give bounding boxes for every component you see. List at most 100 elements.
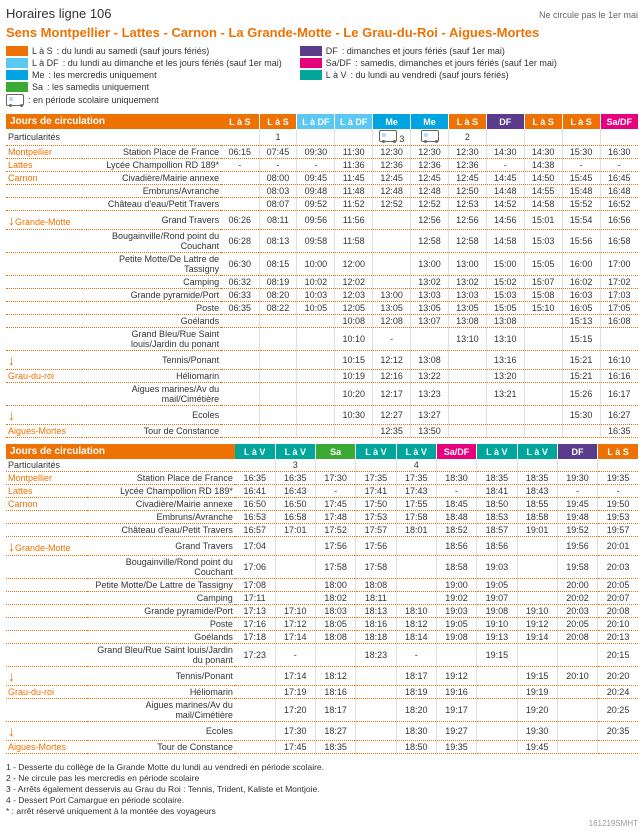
time-cell: 19:30: [557, 472, 597, 485]
time-cell: 18:18: [356, 631, 396, 644]
time-cell: 15:52: [562, 198, 600, 211]
time-cell: 12:12: [373, 351, 411, 370]
time-cell: -: [598, 485, 638, 498]
time-cell: 18:12: [315, 667, 355, 686]
time-cell: 17:14: [275, 631, 315, 644]
time-cell: 15:02: [486, 276, 524, 289]
time-cell: 17:45: [315, 498, 355, 511]
time-cell: 15:30: [562, 146, 600, 159]
time-cell: [477, 722, 517, 741]
time-cell: -: [259, 159, 297, 172]
day-column: Sa/DF: [436, 444, 476, 459]
time-cell: 08:20: [259, 289, 297, 302]
time-cell: 19:53: [598, 511, 638, 524]
time-cell: [600, 328, 638, 351]
time-cell: 13:23: [411, 383, 449, 406]
legend-item: L à V : du lundi au vendredi (sauf jours…: [300, 70, 557, 80]
particularite-cell: 1: [259, 129, 297, 146]
time-cell: 13:03: [411, 289, 449, 302]
time-cell: 16:50: [275, 498, 315, 511]
legend-item: L à S : du lundi au samedi (sauf jours f…: [6, 46, 282, 56]
time-cell: 13:05: [373, 302, 411, 315]
stop-name: Héliomarin: [82, 370, 221, 383]
time-cell: 13:00: [411, 253, 449, 276]
time-cell: 20:05: [598, 579, 638, 592]
time-cell: [235, 686, 275, 699]
time-cell: [275, 537, 315, 556]
stop-place: Grau-du-roi: [6, 686, 87, 699]
stop-place: [6, 511, 87, 524]
time-cell: 12:30: [448, 146, 486, 159]
time-cell: 20:15: [598, 644, 638, 667]
time-cell: 18:41: [477, 485, 517, 498]
time-cell: 19:08: [436, 631, 476, 644]
stop-place: [6, 618, 87, 631]
time-cell: [297, 406, 335, 425]
time-cell: 17:55: [396, 498, 436, 511]
stop-name: Bougainville/Rond point du Couchant: [82, 230, 221, 253]
time-cell: 19:45: [517, 741, 557, 754]
day-column: L à S: [259, 114, 297, 129]
legend-item: Sa/DF : samedis, dimanches et jours féri…: [300, 58, 557, 68]
stop-place: Grau-du-roi: [6, 370, 82, 383]
time-cell: 12:52: [373, 198, 411, 211]
stop-name: Station Place de France: [82, 146, 221, 159]
time-cell: 11:52: [335, 198, 373, 211]
time-cell: 12:58: [448, 230, 486, 253]
day-column: DF: [486, 114, 524, 129]
time-cell: [557, 686, 597, 699]
time-cell: 19:17: [436, 699, 476, 722]
time-cell: 06:30: [221, 253, 259, 276]
time-cell: [259, 425, 297, 438]
time-cell: 18:58: [517, 511, 557, 524]
time-cell: 19:50: [598, 498, 638, 511]
time-cell: 17:05: [600, 302, 638, 315]
time-cell: [524, 315, 562, 328]
time-cell: 18:35: [315, 741, 355, 754]
time-cell: 12:56: [448, 211, 486, 230]
time-cell: 08:11: [259, 211, 297, 230]
time-cell: 06:33: [221, 289, 259, 302]
time-cell: 19:15: [477, 644, 517, 667]
time-cell: 16:57: [235, 524, 275, 537]
time-cell: 06:26: [221, 211, 259, 230]
stop-name: Lycée Champollion RD 189*: [87, 485, 235, 498]
time-cell: 16:48: [600, 185, 638, 198]
time-cell: [517, 556, 557, 579]
time-cell: [235, 699, 275, 722]
time-cell: [373, 253, 411, 276]
time-cell: 19:07: [477, 592, 517, 605]
time-cell: 14:52: [486, 198, 524, 211]
footnotes: 1 - Desserte du collège de la Grande Mot…: [6, 762, 638, 817]
arrow-down-icon: ↓: [8, 212, 15, 228]
time-cell: [524, 370, 562, 383]
stop-place: Aigues-Mortes: [6, 741, 87, 754]
time-cell: 09:48: [297, 185, 335, 198]
time-cell: 13:21: [486, 383, 524, 406]
time-cell: [517, 537, 557, 556]
time-cell: 12:56: [411, 211, 449, 230]
time-cell: 17:56: [315, 537, 355, 556]
legend-item: Sa : les samedis uniquement: [6, 82, 159, 92]
time-cell: 17:08: [235, 579, 275, 592]
stop-place: [6, 328, 82, 351]
time-cell: 12:52: [411, 198, 449, 211]
time-cell: 18:03: [315, 605, 355, 618]
time-cell: 18:02: [315, 592, 355, 605]
time-cell: [557, 722, 597, 741]
stop-name: Poste: [82, 302, 221, 315]
time-cell: 12:48: [411, 185, 449, 198]
time-cell: -: [315, 485, 355, 498]
time-cell: 13:00: [448, 253, 486, 276]
time-cell: 11:56: [335, 211, 373, 230]
time-cell: 08:15: [259, 253, 297, 276]
stop-place: [6, 185, 82, 198]
time-cell: [477, 686, 517, 699]
time-cell: 09:52: [297, 198, 335, 211]
time-cell: 17:12: [275, 618, 315, 631]
stop-place: [6, 556, 87, 579]
time-cell: 17:45: [275, 741, 315, 754]
time-cell: 12:30: [373, 146, 411, 159]
time-cell: 15:48: [562, 185, 600, 198]
time-cell: [356, 741, 396, 754]
